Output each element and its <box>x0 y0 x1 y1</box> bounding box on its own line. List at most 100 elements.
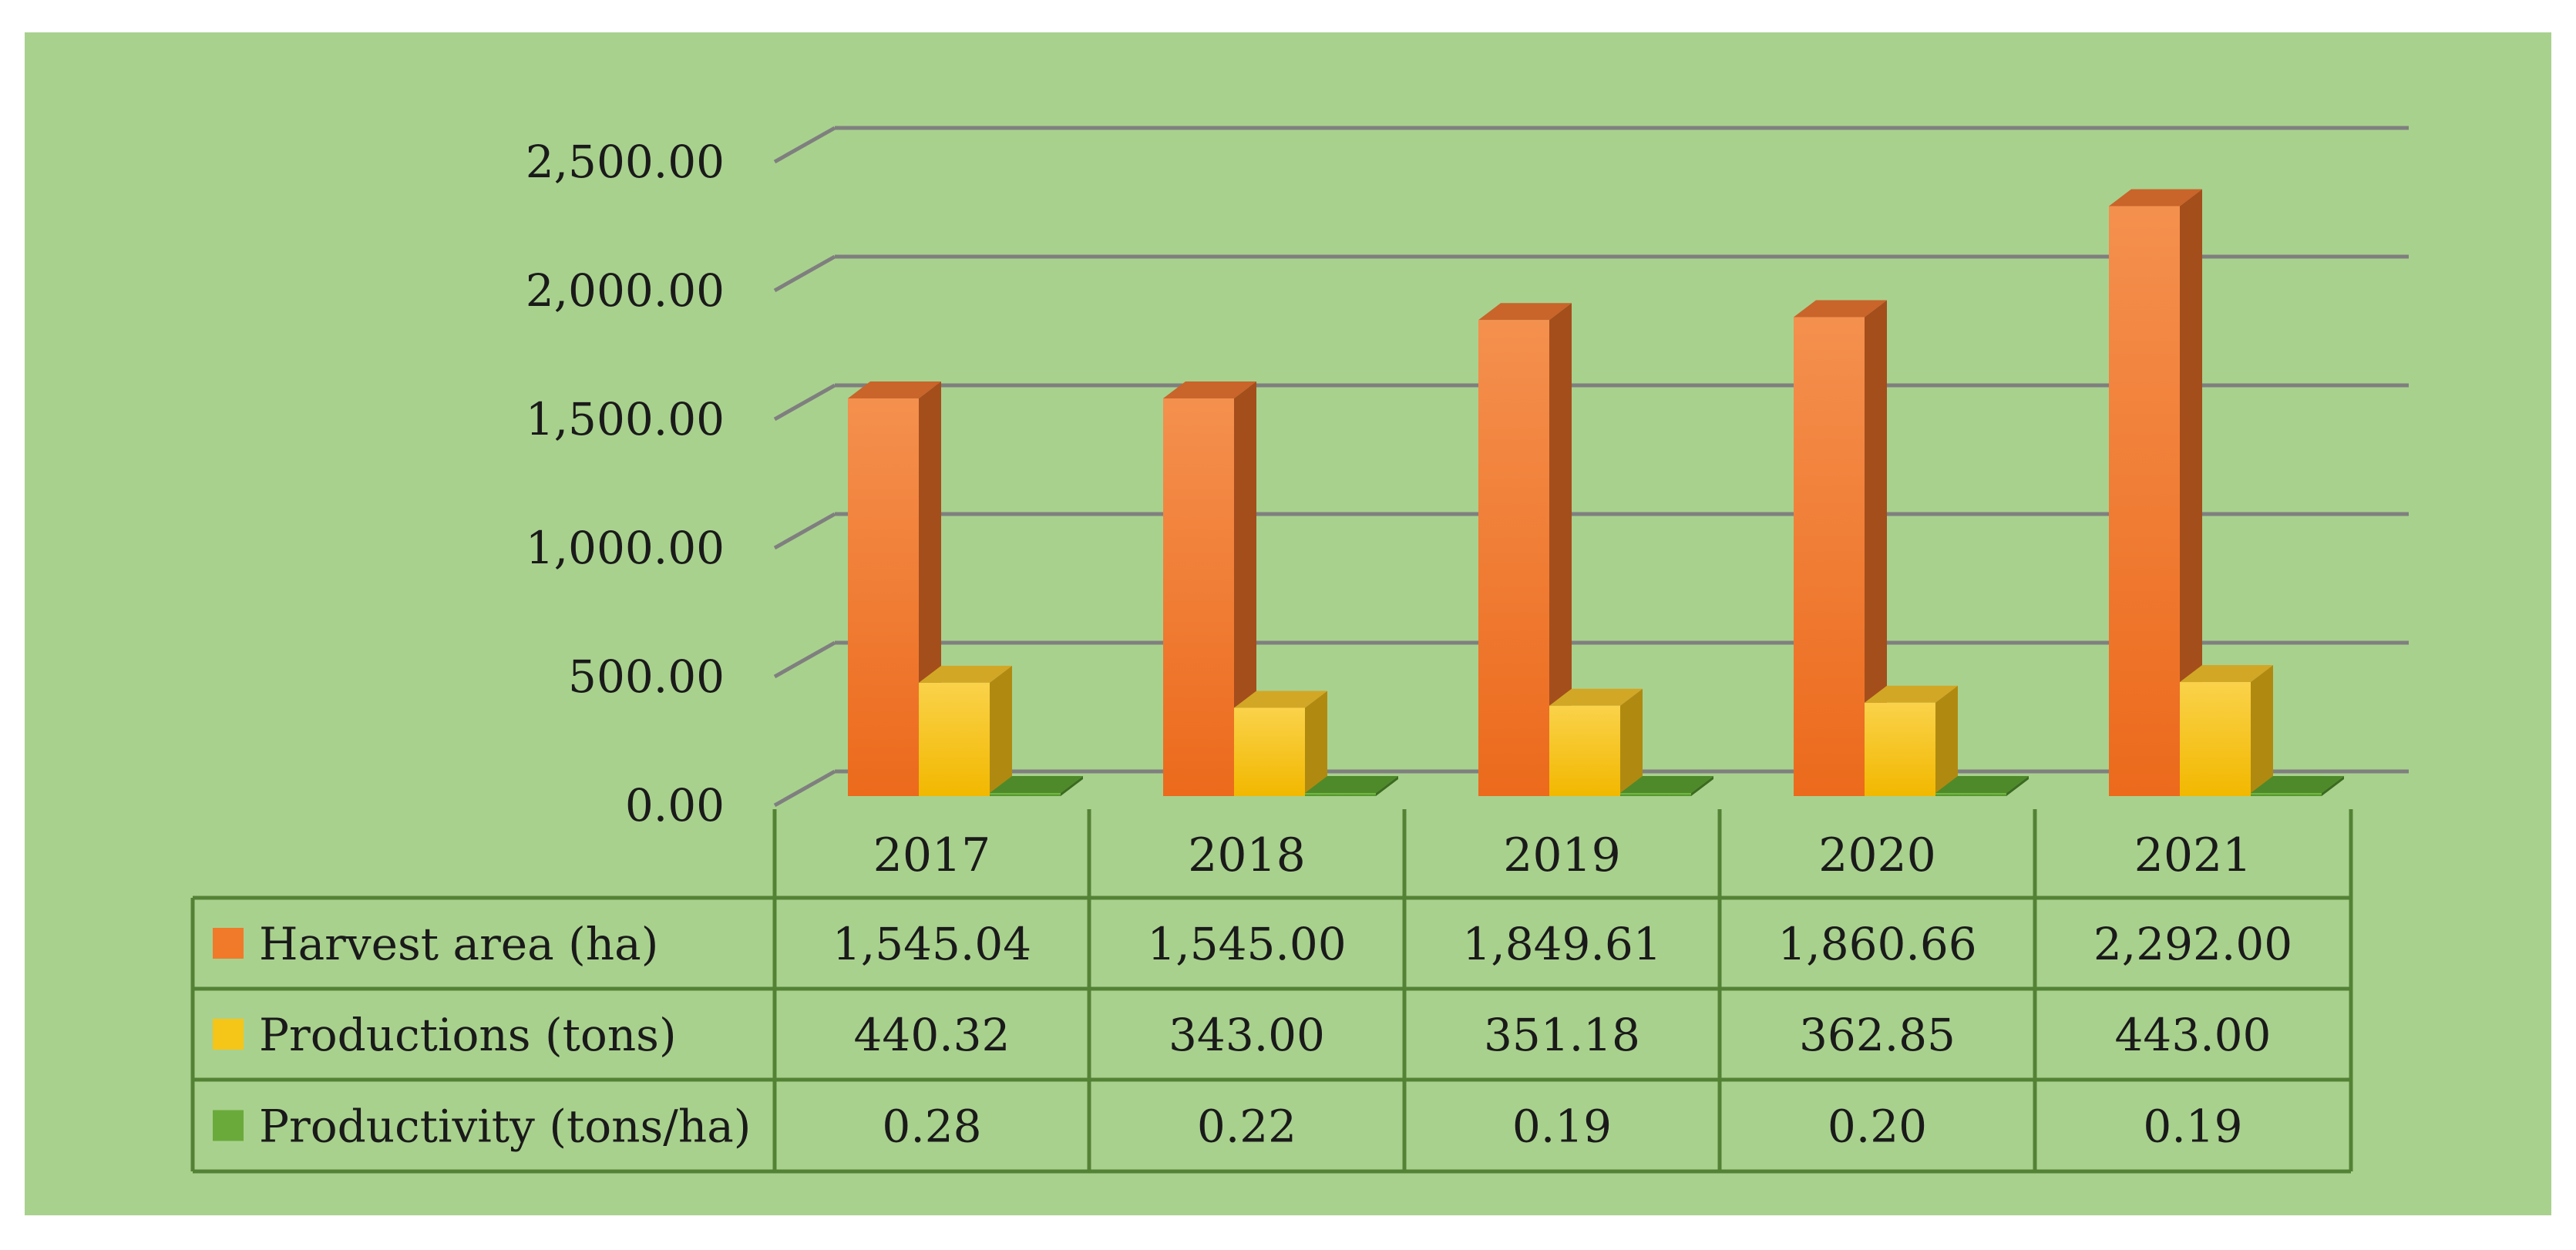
bar-side <box>1234 381 1256 797</box>
bar-front <box>1794 317 1865 796</box>
table-cell-productions-tons-2019: 351.18 <box>1484 1009 1640 1061</box>
table-cell-productions-tons-2017: 440.32 <box>854 1009 1011 1061</box>
bar-front <box>990 793 1061 796</box>
legend-key-productions-tons <box>213 1019 244 1050</box>
table-cell-harvest-area-ha-2018: 1,545.00 <box>1147 918 1346 970</box>
y-tick-label-3: 1,500.00 <box>526 393 725 445</box>
gridline-diagonal-4 <box>773 254 836 293</box>
bar-front <box>1478 320 1549 797</box>
bar-side <box>1865 300 1887 796</box>
bar-side <box>2006 776 2029 796</box>
table-header-2019: 2019 <box>1503 828 1621 882</box>
table-header-2018: 2018 <box>1188 828 1306 882</box>
bar-top <box>1163 381 1256 398</box>
bar-top <box>2180 665 2273 683</box>
gridline-diagonal-0 <box>773 769 836 808</box>
table-header-2020: 2020 <box>1818 828 1936 882</box>
table-cell-harvest-area-ha-2019: 1,849.61 <box>1462 918 1661 970</box>
bar-productions-tons-2017 <box>919 665 1012 796</box>
bar-front <box>1305 793 1376 796</box>
bar-productivity-tons-ha-2021 <box>2251 776 2344 796</box>
bar-front <box>1620 793 1691 796</box>
bar-side <box>1061 776 1083 796</box>
bar-front <box>2251 793 2322 796</box>
y-tick-label-5: 2,500.00 <box>526 136 725 188</box>
y-tick-label-0: 0.00 <box>625 779 725 832</box>
bar-side <box>1305 691 1327 796</box>
bar-front <box>1935 793 2006 796</box>
bar-top <box>1935 776 2029 793</box>
y-tick-label-1: 500.00 <box>568 650 725 703</box>
bar-side <box>1620 688 1643 796</box>
bar-side <box>1376 776 1398 796</box>
bar-productions-tons-2020 <box>1865 685 1958 796</box>
y-axis-tick-labels: 0.00 500.00 1,000.00 1,500.00 2,000.00 2,500.… <box>526 136 725 832</box>
bar-top <box>2109 189 2202 207</box>
legend-label-harvest-area-ha: Harvest area (ha) <box>259 918 658 970</box>
bar-top <box>1305 776 1398 793</box>
bar-productions-tons-2019 <box>1549 688 1643 796</box>
bar-productivity-tons-ha-2019 <box>1620 776 1713 796</box>
bar-front <box>2180 682 2251 796</box>
bar-productions-tons-2018 <box>1234 691 1327 796</box>
bar-harvest-area-ha-2019 <box>1478 303 1572 797</box>
bar-front <box>1865 702 1935 796</box>
table-cell-productivity-tons-ha-2019: 0.19 <box>1512 1100 1612 1153</box>
bar-harvest-area-ha-2021 <box>2109 189 2202 797</box>
table-header-2021: 2021 <box>2134 828 2252 882</box>
bar-top <box>848 381 941 398</box>
bar-productivity-tons-ha-2018 <box>1305 776 1398 796</box>
data-table: 2017 2018 2019 2020 2021 Harvest area (ha) 1,5… <box>190 809 2353 1174</box>
bar-harvest-area-ha-2017 <box>848 381 941 796</box>
table-cell-productions-tons-2020: 362.85 <box>1799 1009 1956 1061</box>
bar-harvest-area-ha-2018 <box>1163 381 1256 797</box>
legend-label-productivity-tons-ha: Productivity (tons/ha) <box>259 1100 751 1153</box>
bars <box>848 189 2344 797</box>
gridline-diagonal-2 <box>773 512 836 550</box>
bar-top <box>1478 303 1572 321</box>
gridline-diagonal-5 <box>773 126 836 164</box>
bar-side <box>1549 303 1572 797</box>
table-header-2017: 2017 <box>873 828 991 882</box>
bar-top <box>1620 776 1713 793</box>
table-cell-harvest-area-ha-2021: 2,292.00 <box>2093 918 2292 970</box>
bar-harvest-area-ha-2020 <box>1794 300 1887 796</box>
bar-front <box>848 398 919 796</box>
bar-top <box>1549 688 1643 706</box>
bar-top <box>2251 776 2344 793</box>
table-cell-productivity-tons-ha-2021: 0.19 <box>2143 1100 2242 1153</box>
bar-front <box>1549 705 1620 796</box>
bar-top <box>919 665 1012 683</box>
gridline-diagonal-1 <box>773 640 836 679</box>
table-cell-productions-tons-2021: 443.00 <box>2115 1009 2272 1061</box>
bar-side <box>1691 776 1713 796</box>
legend-key-productivity-tons-ha <box>213 1110 244 1141</box>
table-cell-productivity-tons-ha-2020: 0.20 <box>1828 1100 1927 1153</box>
bar-productions-tons-2021 <box>2180 665 2273 796</box>
bar-side <box>2180 189 2202 797</box>
table-cell-harvest-area-ha-2020: 1,860.66 <box>1777 918 1976 970</box>
bar-front <box>1234 707 1305 796</box>
table-cell-productivity-tons-ha-2018: 0.22 <box>1197 1100 1296 1153</box>
bar-side <box>990 665 1012 796</box>
gridline-diagonal-3 <box>773 383 836 422</box>
bar-productivity-tons-ha-2017 <box>990 776 1083 796</box>
bar-productivity-tons-ha-2020 <box>1935 776 2029 796</box>
legend-key-harvest-area-ha <box>213 928 244 959</box>
bar-top <box>1865 685 1958 703</box>
bar-side <box>2322 776 2344 796</box>
bar-front <box>1163 398 1234 796</box>
bar-top <box>1794 300 1887 318</box>
table-cell-productivity-tons-ha-2017: 0.28 <box>882 1100 981 1153</box>
bar-top <box>990 776 1083 793</box>
y-tick-label-2: 1,000.00 <box>526 522 725 574</box>
legend-label-productions-tons: Productions (tons) <box>259 1009 677 1061</box>
bar-front <box>919 682 990 796</box>
bar-side <box>2251 665 2273 796</box>
bar-top <box>1234 691 1327 708</box>
table-cell-harvest-area-ha-2017: 1,545.04 <box>832 918 1031 970</box>
bar-side <box>1935 685 1958 796</box>
y-tick-label-4: 2,000.00 <box>526 264 725 317</box>
